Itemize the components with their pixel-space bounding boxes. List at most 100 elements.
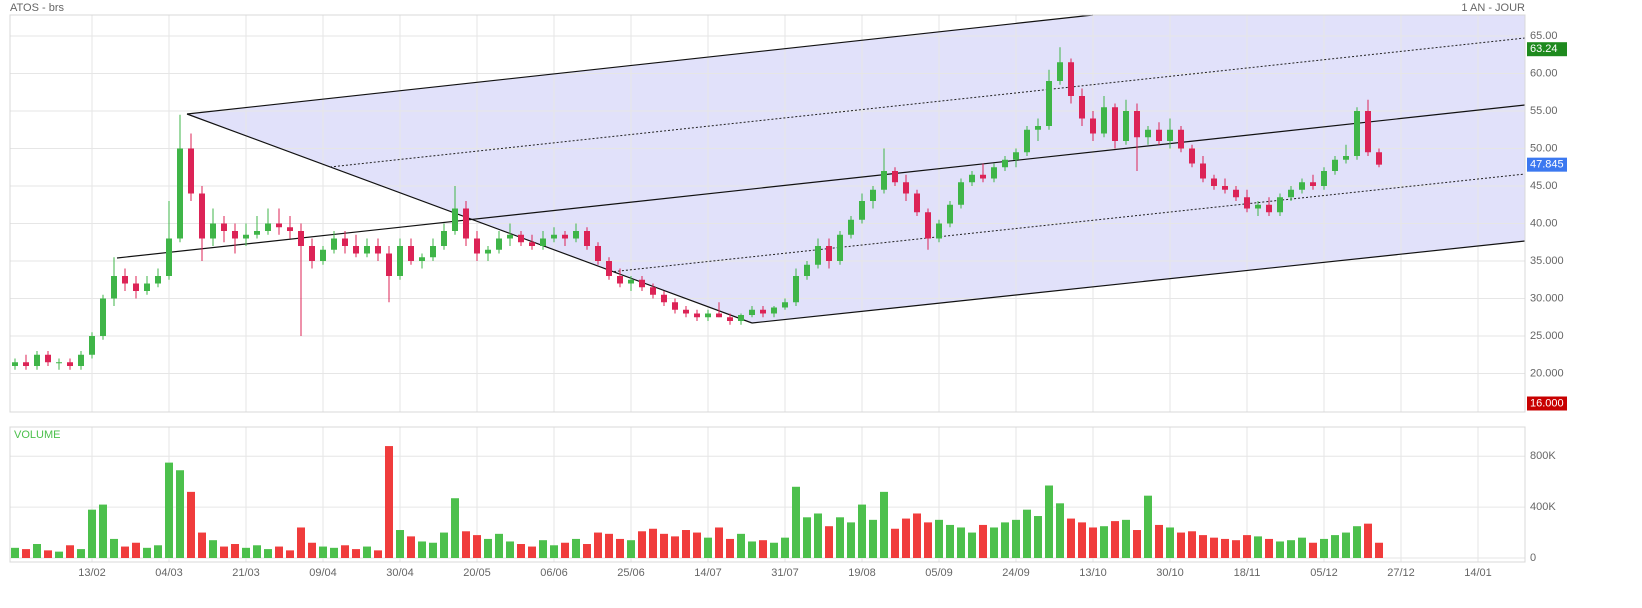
volume-bar	[737, 533, 745, 558]
volume-bar	[352, 549, 360, 558]
volume-bar	[506, 541, 514, 558]
volume-bar	[429, 542, 437, 558]
volume-bar	[1023, 509, 1031, 558]
candle-body	[947, 204, 953, 224]
volume-bar	[572, 538, 580, 558]
volume-bar	[1276, 541, 1284, 558]
candle-body	[1332, 159, 1338, 171]
candle-body	[738, 315, 744, 321]
candle-body	[826, 246, 832, 261]
candle-body	[892, 171, 898, 183]
volume-bar	[297, 527, 305, 558]
volume-bar	[11, 547, 19, 558]
candle-body	[804, 264, 810, 276]
candle-body	[496, 238, 502, 250]
candle-body	[155, 276, 161, 284]
candle-body	[1266, 204, 1272, 213]
background	[187, 15, 1525, 323]
volume-bar	[847, 522, 855, 558]
candle-body	[298, 231, 304, 246]
volume-bar	[66, 545, 74, 558]
volume-bar	[891, 528, 899, 558]
candle-body	[166, 238, 172, 276]
candle-body	[1288, 189, 1294, 198]
volume-bar	[638, 531, 646, 558]
y-tick-label: 50.00	[1530, 142, 1558, 154]
x-tick-label: 25/06	[617, 567, 645, 579]
candle-body	[12, 362, 18, 366]
candle-body	[518, 234, 524, 243]
y-tick-label: 60.00	[1530, 67, 1558, 79]
price-marker	[1527, 157, 1567, 172]
chart-title: ATOS - brs	[10, 2, 64, 14]
volume-bar	[132, 542, 140, 558]
volume-bar	[495, 533, 503, 558]
x-tick-label: 21/03	[232, 567, 260, 579]
candle-body	[1233, 189, 1239, 198]
price-marker-label: 16.000	[1530, 397, 1564, 409]
volume-bar	[1001, 522, 1009, 558]
volume-bar	[946, 524, 954, 558]
volume-bar	[902, 518, 910, 558]
candle-body	[89, 336, 95, 355]
volume-bar	[1144, 495, 1152, 558]
candle-body	[914, 193, 920, 213]
candle-body	[903, 182, 909, 194]
volume-bar	[473, 535, 481, 558]
candle-body	[331, 238, 337, 250]
candle-body	[122, 276, 128, 284]
volume-bar	[1122, 519, 1130, 558]
volume-bar	[990, 527, 998, 558]
candle-body	[661, 294, 667, 303]
candle-body	[694, 313, 700, 318]
volume-bar	[924, 522, 932, 558]
volume-bar	[220, 546, 228, 558]
candle-body	[1079, 96, 1085, 119]
volume-bar	[1375, 542, 1383, 558]
volume-bar	[1089, 527, 1097, 558]
candle-body	[540, 238, 546, 246]
volume-bar	[594, 532, 602, 558]
candle-body	[1134, 111, 1140, 138]
volume-bar	[154, 545, 162, 558]
volume-bar	[77, 549, 85, 558]
volume-bar	[462, 531, 470, 558]
x-tick-label: 27/12	[1387, 567, 1415, 579]
volume-bar	[341, 545, 349, 558]
y-tick-label: 40.00	[1530, 217, 1558, 229]
volume-bar	[649, 528, 657, 558]
candle-body	[1112, 107, 1118, 141]
candle-body	[782, 302, 788, 308]
candle-body	[221, 223, 227, 231]
candle-body	[705, 313, 711, 318]
candle-body	[760, 309, 766, 314]
volume-bar	[968, 532, 976, 558]
volume-bar	[143, 547, 151, 558]
x-tick-label: 05/12	[1310, 567, 1338, 579]
volume-bar	[176, 470, 184, 558]
volume-bar	[1243, 535, 1251, 558]
volume-bar	[627, 540, 635, 558]
volume-bar	[308, 542, 316, 558]
x-tick-label: 18/11	[1234, 567, 1261, 579]
volume-title: VOLUME	[14, 429, 60, 441]
price-marker	[1527, 42, 1567, 57]
pitchfork-median	[116, 104, 1526, 259]
candle-body	[628, 279, 634, 284]
pitchfork-handle	[186, 113, 753, 324]
candle-body	[1365, 111, 1371, 153]
volume-bar	[484, 538, 492, 558]
candle-body	[254, 231, 260, 235]
volume-bar	[561, 542, 569, 558]
candle-body	[1211, 178, 1217, 186]
volume-bar	[231, 544, 239, 558]
x-tick-label: 13/10	[1079, 567, 1107, 579]
candle-body	[562, 234, 568, 239]
volume-bar	[1078, 522, 1086, 558]
candle-body	[716, 313, 722, 318]
volume-bar	[671, 536, 679, 558]
volume-bar	[209, 540, 217, 558]
volume-bar	[1111, 521, 1119, 558]
volume-bar	[803, 517, 811, 558]
candle-body	[507, 234, 513, 239]
